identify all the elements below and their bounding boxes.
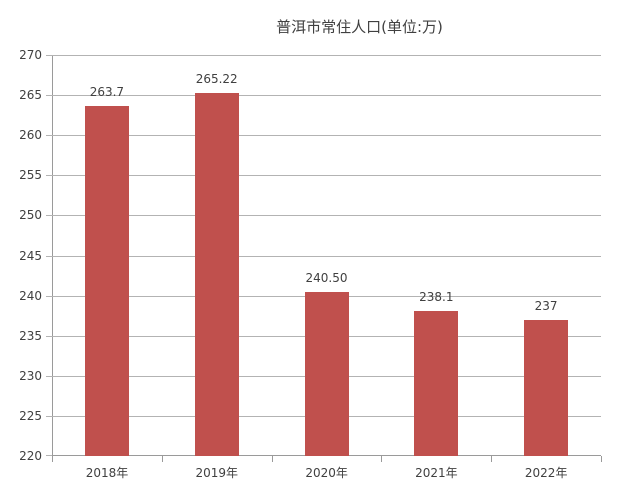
bar-2022年: [524, 319, 569, 456]
data-label: 265.22: [195, 72, 238, 87]
y-tick-label: 225: [19, 408, 42, 423]
y-tick-label: 245: [19, 248, 42, 263]
y-tick-label: 220: [19, 449, 42, 463]
x-tick: [381, 456, 383, 462]
gridline: [46, 95, 601, 97]
x-tick-label: 2019年: [195, 466, 239, 480]
x-tick-label: 2018年: [85, 466, 129, 480]
chart-title: 普洱市常住人口(单位:万): [276, 18, 443, 36]
data-label: 237: [534, 298, 558, 313]
y-tick-label: 255: [19, 168, 42, 183]
x-tick-label: 2021年: [415, 466, 458, 480]
gridline: [46, 135, 601, 137]
gridline: [46, 215, 601, 217]
gridline: [46, 175, 601, 177]
bar-2020年: [304, 291, 349, 456]
x-tick-label: 2022年: [524, 466, 568, 480]
data-label: 238.1: [419, 289, 454, 304]
data-label: 263.7: [89, 84, 125, 99]
bar-2018年: [84, 105, 129, 456]
y-tick-label: 230: [19, 368, 42, 383]
y-tick-label: 270: [19, 48, 42, 62]
y-tick-label: 260: [19, 128, 42, 143]
x-tick: [491, 456, 493, 462]
x-tick-label: 2020年: [305, 466, 348, 480]
y-tick-label: 265: [19, 88, 42, 103]
bar-2019年: [194, 93, 239, 456]
x-tick: [601, 456, 602, 462]
y-tick: [46, 455, 52, 456]
y-tick-label: 240: [19, 288, 42, 303]
data-label: 240.50: [305, 270, 348, 285]
y-tick-label: 250: [19, 208, 42, 223]
x-tick: [161, 456, 163, 462]
bar-2021年: [414, 310, 459, 456]
plot-area: 220 225 230 235 240 245 250 255 260 265 270 263.7 20…: [19, 48, 602, 480]
x-tick: [271, 456, 273, 462]
gridline: [46, 55, 601, 56]
y-tick-label: 235: [19, 328, 42, 343]
x-tick: [52, 456, 53, 462]
gridline: [46, 255, 601, 257]
